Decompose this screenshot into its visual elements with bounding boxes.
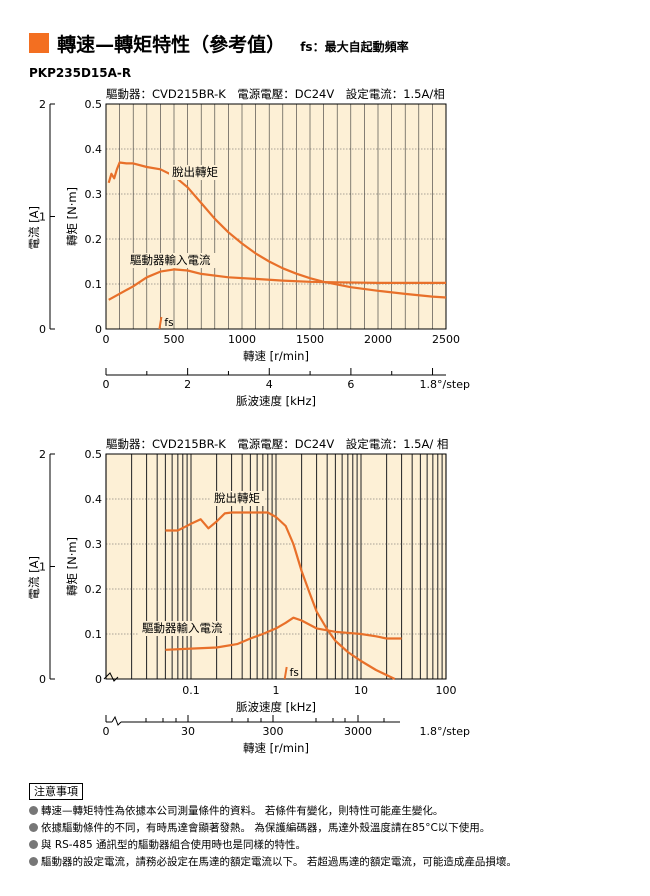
series-label-bg: [211, 491, 265, 506]
current-tick-label: 1: [39, 561, 46, 574]
note-item: 依據驅動條件的不同，有時馬達會顯著發熱。 為保護編碼器，馬達外殼溫度請在85°C…: [29, 820, 639, 837]
current-tick-label: 1: [39, 211, 46, 224]
model-number: PKP235D15A-R: [29, 66, 132, 80]
y-tick-label: 0.3: [85, 188, 103, 201]
chart-linear-speed: 驅動器：CVD215BR-K 電源電壓：DC24V 設定電流：1.5A/相 0 0.…: [27, 87, 471, 408]
pulse-tick-label: 0: [103, 378, 110, 391]
note-item: 驅動器的設定電流，請務必設定在馬達的額定電流以下。 若超過馬達的額定電流，可能造…: [29, 854, 639, 871]
axis-break-mark: [111, 715, 122, 726]
title-square-icon: [29, 33, 49, 53]
series-label: 驅動器輸入電流: [142, 621, 223, 635]
current-tick-label: 0: [39, 673, 46, 686]
x-tick-label: 10: [354, 684, 368, 697]
y-tick-label: 0.5: [85, 448, 103, 461]
x-axis-label: 轉速 [r/min]: [243, 349, 309, 363]
pulse-tick-label: 6: [347, 378, 354, 391]
rpm-tick-label: 3000: [344, 725, 372, 738]
bullet-icon: [29, 840, 38, 849]
rpm-tick-label: 300: [263, 725, 284, 738]
y-tick-label: 0.3: [85, 538, 103, 551]
fs-label: fs: [164, 317, 173, 329]
series-line-input-current: [165, 616, 402, 651]
y-tick-label: 0.2: [85, 233, 103, 246]
y-tick-label: 0.1: [85, 278, 103, 291]
x-tick-label: 1: [273, 684, 280, 697]
pulse-tick-label: 2: [184, 378, 191, 391]
current-tick-label: 0: [39, 323, 46, 336]
y-tick-label: 0.4: [85, 493, 103, 506]
current-tick-label: 2: [39, 448, 46, 461]
rpm-tick-label: 30: [181, 725, 195, 738]
series-label: 驅動器輸入電流: [130, 253, 211, 267]
fs-marker: [158, 316, 163, 330]
series-line-pullout-torque: [165, 511, 396, 680]
bullet-icon: [29, 857, 38, 866]
bullet-icon: [29, 806, 38, 815]
y-axis-label: 轉矩 [N·m]: [65, 187, 79, 246]
y-tick-label: 0: [95, 323, 102, 336]
step-angle-note: 1.8°/step: [420, 378, 471, 391]
step-angle-note: 1.8°/step: [420, 725, 471, 738]
pulse-tick-label: 4: [266, 378, 273, 391]
note-item: 與 RS-485 通訊型的驅動器組合使用時也是同樣的特性。: [29, 837, 639, 854]
y-tick-label: 0.2: [85, 583, 103, 596]
fs-marker: [283, 666, 288, 680]
y-tick-label: 0.1: [85, 628, 103, 641]
x-axis-label: 脈波速度 [kHz]: [236, 700, 316, 714]
x-tick-label: 0.1: [182, 684, 200, 697]
series-label-bg: [139, 621, 229, 636]
rpm-tick-label: 0: [103, 725, 110, 738]
plot-frame: [105, 103, 447, 330]
bullet-icon: [29, 823, 38, 832]
fs-definition: fs：最大自起動頻率: [300, 40, 409, 54]
notes-section: 注意事項 轉速—轉矩特性為依據本公司測量條件的資料。 若條件有變化，則特性可能產…: [29, 780, 639, 871]
current-axis-label: 電流 [A]: [27, 206, 41, 250]
y-tick-label: 0: [95, 673, 102, 686]
series-label-bg: [127, 253, 217, 268]
chart-conditions: 驅動器：CVD215BR-K 電源電壓：DC24V 設定電流：1.5A/相: [106, 87, 445, 101]
plot-frame: [105, 453, 447, 680]
series-label-bg: [169, 165, 223, 180]
current-axis-label: 電流 [A]: [27, 556, 41, 600]
chart-conditions: 驅動器：CVD215BR-K 電源電壓：DC24V 設定電流：1.5A/ 相: [106, 437, 448, 451]
page-title: 轉速—轉矩特性（參考值）: [57, 34, 286, 56]
x-tick-label: 100: [436, 684, 457, 697]
chart-log-pulse: 驅動器：CVD215BR-K 電源電壓：DC24V 設定電流：1.5A/ 相 0 0…: [27, 437, 471, 755]
page-header: 轉速—轉矩特性（參考值） fs：最大自起動頻率: [29, 30, 409, 56]
axis-break-mark: [103, 672, 119, 682]
notes-heading: 注意事項: [29, 783, 83, 800]
x-tick-label: 500: [164, 333, 185, 346]
x-tick-label: 2000: [364, 333, 392, 346]
series-line-input-current: [108, 268, 446, 301]
series-label: 脫出轉矩: [214, 491, 260, 505]
y-tick-label: 0.4: [85, 143, 103, 156]
rpm-axis-label: 轉速 [r/min]: [243, 741, 309, 755]
current-tick-label: 2: [39, 98, 46, 111]
y-tick-label: 0.5: [85, 98, 103, 111]
x-tick-label: 2500: [432, 333, 460, 346]
x-tick-label: 1000: [228, 333, 256, 346]
y-axis-label: 轉矩 [N·m]: [65, 537, 79, 596]
fs-label: fs: [290, 667, 299, 679]
series-line-pullout-torque: [107, 161, 447, 299]
note-item: 轉速—轉矩特性為依據本公司測量條件的資料。 若條件有變化，則特性可能產生變化。: [29, 803, 639, 820]
x-tick-label: 0: [103, 333, 110, 346]
x-tick-label: 1500: [296, 333, 324, 346]
series-label: 脫出轉矩: [172, 165, 218, 179]
notes-list: 轉速—轉矩特性為依據本公司測量條件的資料。 若條件有變化，則特性可能產生變化。 …: [29, 803, 639, 871]
plot-background: [106, 104, 446, 329]
pulse-axis-label: 脈波速度 [kHz]: [236, 394, 316, 408]
